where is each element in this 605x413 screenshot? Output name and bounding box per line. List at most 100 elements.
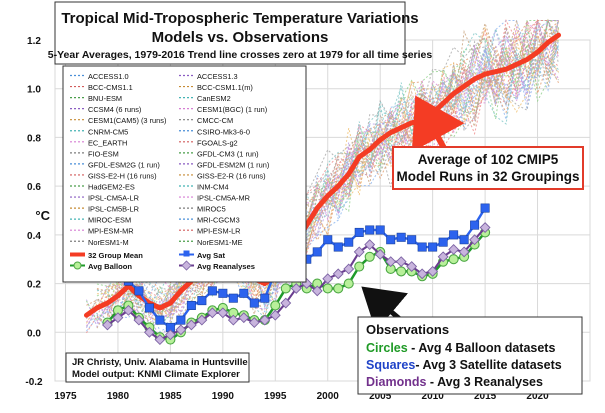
- satellite-square: [344, 237, 354, 247]
- satellite-square: [186, 300, 196, 310]
- model-legend-box: ACCESS1.0 BCC-CMS1.1 BNU-ESM CCSM4 (6 runs)…: [62, 65, 307, 283]
- model-run-line: [107, 20, 560, 316]
- reanalyses-diamond: [311, 285, 323, 297]
- credit-line-2: Model output: KNMI Climate Explorer: [72, 369, 240, 380]
- obs-title: Observations: [366, 322, 449, 337]
- observations-annotation: Observations Circles - Avg 4 Balloon dat…: [357, 286, 583, 395]
- x-tick-label: 1985: [159, 391, 182, 402]
- reanalyses-diamond: [122, 304, 134, 316]
- satellite-square: [239, 288, 249, 298]
- credit-block: JR Christy, Univ. Alabama in Huntsville …: [65, 352, 250, 383]
- model-run-line: [107, 20, 559, 316]
- model-legend-left-label: EC_EARTH: [88, 138, 127, 147]
- model-run-line: [96, 26, 560, 326]
- model-legend-right-label: IPSL-CM5A-MR: [197, 194, 250, 203]
- satellite-square: [197, 296, 207, 306]
- model-legend-right-label: INM-CM4: [197, 183, 229, 192]
- model-box-line-2: Model Runs in 32 Groupings: [396, 169, 579, 184]
- satellite-square: [228, 293, 238, 303]
- x-tick-label: 2005: [369, 391, 392, 402]
- satellite-square: [354, 227, 364, 237]
- model-run-line: [96, 20, 559, 326]
- main-legend-label: Avg Sat: [197, 251, 225, 260]
- series-mean-line: [83, 32, 562, 318]
- model-legend-right-label: GFDL-CM3 (1 run): [197, 149, 259, 158]
- model-legend-right-label: BCC-CSM1.1(m): [197, 83, 253, 92]
- satellite-square: [459, 235, 469, 245]
- chart-subtitle: Models vs. Observations: [152, 29, 329, 46]
- y-tick-label: 1.2: [27, 36, 41, 47]
- reanalyses-diamond: [479, 222, 491, 233]
- satellite-square: [407, 235, 417, 245]
- model-legend-left-label: HadGEM2-ES: [88, 183, 135, 192]
- reanalyses-diamond: [395, 256, 407, 268]
- model-run-line: [86, 20, 560, 323]
- satellite-square: [144, 303, 154, 313]
- balloon-circle: [448, 254, 459, 265]
- model-legend-right-label: GISS-E2-R (16 runs): [197, 171, 266, 180]
- x-tick-label: 1975: [54, 391, 77, 402]
- model-run-line: [86, 19, 559, 334]
- balloon-circle: [333, 283, 344, 294]
- model-legend-right-label: ACCESS1.3: [197, 72, 238, 81]
- model-legend-left-label: GISS-E2-H (16 runs): [88, 171, 157, 180]
- x-tick-label: 2020: [526, 391, 549, 402]
- title-block: Tropical Mid-Tropospheric Temperature Va…: [48, 1, 432, 65]
- y-tick-label: -0.2: [25, 377, 43, 388]
- x-tick-label: 1990: [212, 391, 235, 402]
- reanalyses-diamond: [196, 314, 208, 326]
- x-tick-label: 2010: [422, 391, 445, 402]
- model-annotation: Average of 102 CMIP5 Model Runs in 32 Gr…: [392, 95, 584, 190]
- model-legend-right-label: MRI-CGCM3: [197, 216, 240, 225]
- reanalyses-diamond: [259, 314, 271, 326]
- model-legend-right-label: CanESM2: [197, 94, 231, 103]
- reanalyses-diamond: [353, 246, 365, 258]
- y-tick-label: 0.8: [27, 133, 41, 144]
- satellite-square: [428, 242, 438, 252]
- model-run-line: [107, 20, 560, 316]
- reanalyses-diamond: [143, 326, 155, 338]
- x-tick-label: 2015: [474, 391, 497, 402]
- balloon-circle: [396, 266, 407, 277]
- reanalyses-diamond: [185, 319, 197, 331]
- model-run-line: [96, 56, 559, 308]
- model-legend-right-label: NorESM1-ME: [197, 238, 243, 247]
- satellite-square: [449, 230, 459, 240]
- reanalyses-diamond: [102, 319, 113, 331]
- model-run-line: [96, 39, 560, 331]
- main-legend: 32 Group Mean Avg Sat Avg Balloon Avg Reana…: [70, 250, 255, 271]
- main-legend-balloon-circle: [73, 261, 82, 270]
- y-tick-label: 0.2: [27, 280, 41, 291]
- chart-title: Tropical Mid-Tropospheric Temperature Va…: [61, 10, 418, 27]
- reanalyses-diamond: [427, 265, 439, 277]
- obs-circles-text: - Avg 4 Balloon datasets: [408, 341, 556, 355]
- y-axis-ticks: -0.2 0.0 0.2 0.4 0.6 0.8 1.0 1.2: [25, 36, 43, 388]
- model-legend-right: ACCESS1.3 BCC-CSM1.1(m) CanESM2 CESM1(BGC) …: [179, 72, 269, 247]
- model-legend-right-label: CSIRO-Mk3-6-0: [197, 127, 250, 136]
- model-run-line: [96, 20, 559, 295]
- reanalyses-diamond: [343, 263, 355, 275]
- model-legend-left-label: MIROC-ESM: [88, 216, 131, 225]
- balloon-circle: [280, 283, 291, 294]
- model-run-line: [86, 20, 559, 322]
- obs-diamonds-line: Diamonds - Avg 3 Reanalyses: [366, 375, 543, 389]
- reanalyses-diamond: [322, 273, 334, 285]
- reanalyses-diamond: [374, 248, 386, 260]
- reanalyses-diamond: [133, 314, 145, 326]
- model-legend-left-label: FIO-ESM: [88, 149, 119, 158]
- reanalyses-diamond: [458, 246, 470, 258]
- model-legend-right-label: MPI-ESM-LR: [197, 227, 241, 236]
- model-run-line: [107, 20, 560, 335]
- obs-squares-text: - Avg 3 Satellite datasets: [415, 358, 561, 372]
- satellite-square: [218, 288, 228, 298]
- satellite-square: [480, 203, 490, 213]
- satellite-square: [323, 235, 333, 245]
- satellite-square: [207, 286, 217, 296]
- reanalyses-diamond: [248, 317, 260, 328]
- model-legend-left-label: BNU-ESM: [88, 94, 122, 103]
- satellite-square: [365, 225, 375, 235]
- model-legend-left-label: NorESM1-M: [88, 238, 129, 247]
- reanalyses-diamond: [332, 268, 344, 280]
- reanalyses-diamond: [280, 297, 292, 309]
